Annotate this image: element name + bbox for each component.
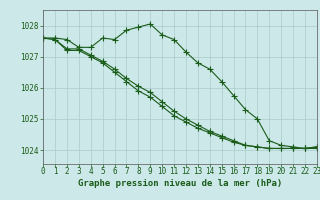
X-axis label: Graphe pression niveau de la mer (hPa): Graphe pression niveau de la mer (hPa): [78, 179, 282, 188]
